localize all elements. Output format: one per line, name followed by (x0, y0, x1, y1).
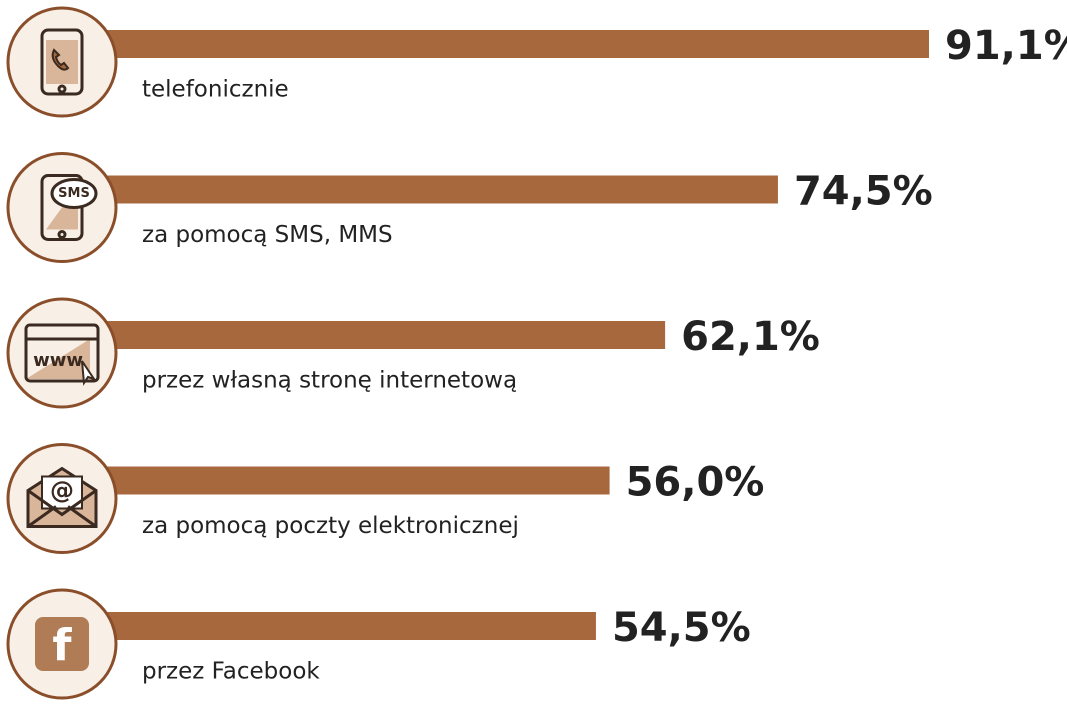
value-label: 56,0% (626, 460, 765, 506)
bar (100, 612, 596, 640)
icon (40, 28, 84, 96)
icon-shape (27, 489, 97, 528)
icon: f (35, 617, 89, 671)
icon: @ (26, 466, 98, 528)
icon-shape (46, 40, 78, 84)
category-label: telefonicznie (142, 77, 289, 103)
icon-text: @ (50, 477, 74, 505)
icon-shape (26, 339, 90, 379)
icon-shape (35, 617, 89, 671)
icon-shape (40, 28, 84, 96)
icon-shape (57, 230, 67, 239)
value-label: 91,1% (945, 23, 1067, 69)
icon: SMS (40, 174, 98, 241)
icon-shape (24, 323, 100, 383)
category-label: przez Facebook (142, 659, 320, 685)
icon-shape (51, 48, 70, 71)
value-label: 74,5% (794, 169, 933, 215)
icon: www (24, 323, 100, 386)
icon-shape (41, 475, 83, 510)
icon-text: SMS (58, 186, 90, 201)
value-label: 62,1% (681, 314, 820, 360)
bar (100, 321, 666, 349)
icon-text: www (33, 350, 83, 371)
icon-shape (50, 178, 98, 209)
category-label: przez własną stronę internetową (142, 368, 517, 394)
category-label: za pomocą SMS, MMS (142, 222, 393, 248)
category-label: za pomocą poczty elektronicznej (142, 513, 519, 539)
value-label: 54,5% (612, 605, 751, 651)
icon-shape (57, 84, 67, 94)
bar (100, 466, 610, 495)
bar (100, 175, 778, 204)
icon-text: f (52, 620, 72, 671)
icon-shape (81, 360, 97, 386)
bar (100, 30, 930, 58)
